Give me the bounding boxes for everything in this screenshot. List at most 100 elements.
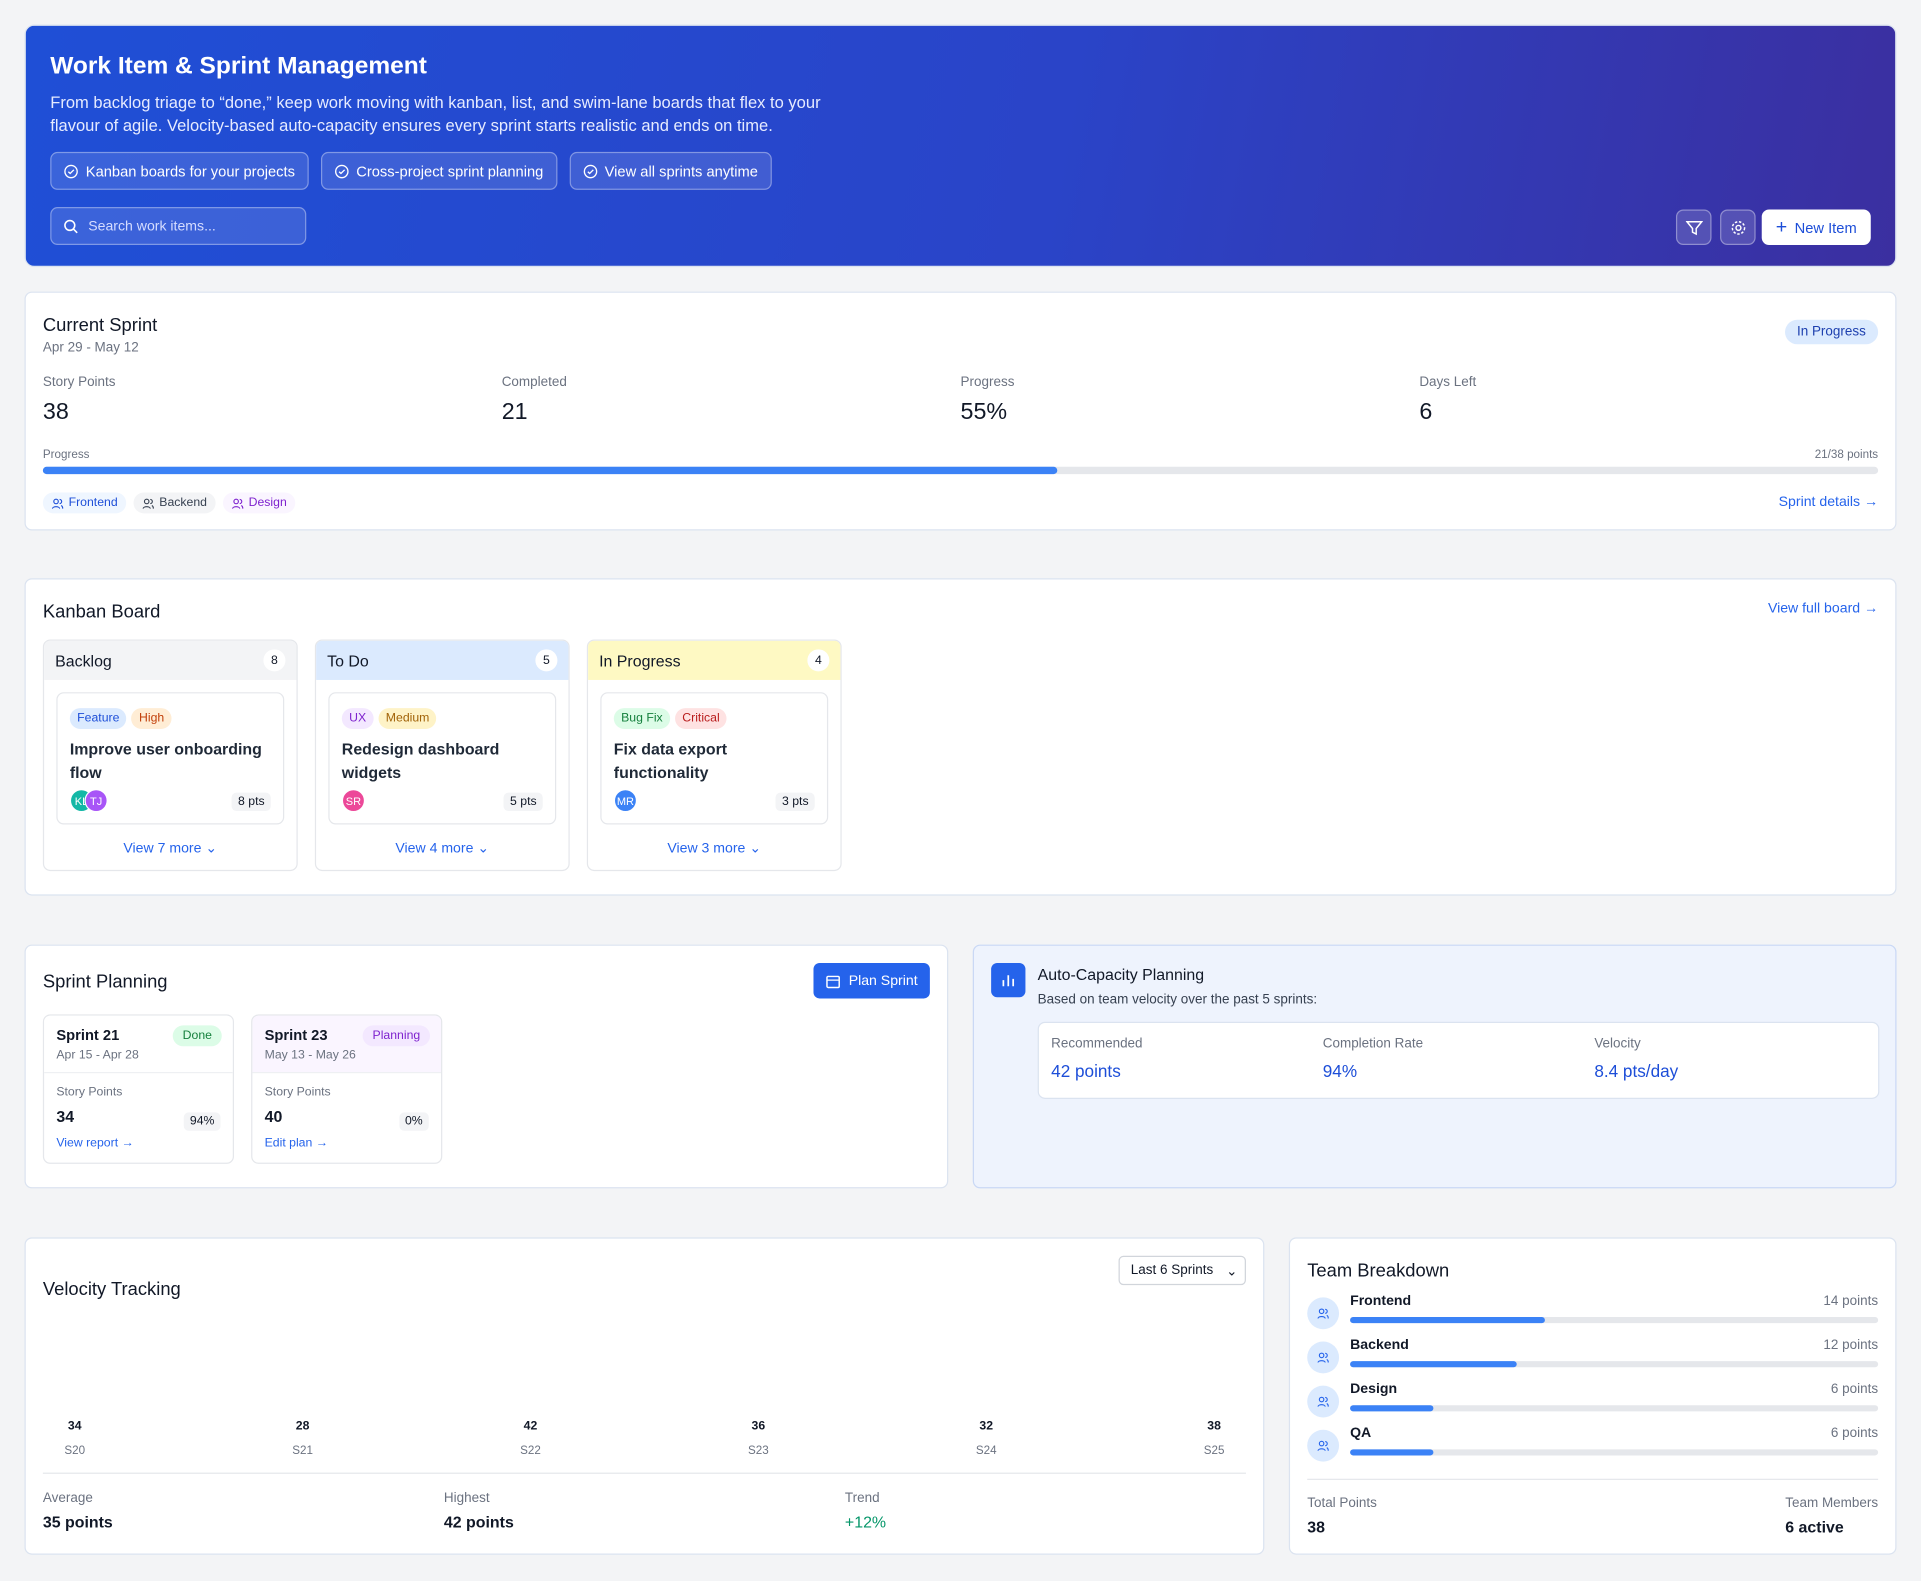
work-item[interactable]: UX Medium Redesign dashboard widgets SR 5 pt… xyxy=(328,692,557,825)
member-points: 6 points xyxy=(1830,1426,1879,1441)
sprint-details-link[interactable]: Sprint details → xyxy=(1778,494,1879,510)
sprint-dates: Apr 29 - May 12 xyxy=(42,340,139,356)
velocity-column: 38 S25 xyxy=(1182,1420,1246,1473)
velocity-column: 42 S22 xyxy=(499,1420,563,1473)
avatar: TJ xyxy=(84,788,108,813)
member-row: Design 6 points xyxy=(1307,1381,1879,1426)
member-icon xyxy=(1307,1297,1340,1330)
work-item[interactable]: Feature High Improve user onboarding flow K… xyxy=(56,692,285,825)
team-name: Backend xyxy=(159,496,207,510)
filter-icon xyxy=(1685,220,1703,235)
velocity-column: 34 S20 xyxy=(43,1420,107,1473)
filter-button[interactable] xyxy=(1675,209,1712,246)
completion: 94% xyxy=(183,1112,221,1131)
sprint-name: Sprint 21 xyxy=(56,1026,120,1044)
view-more[interactable]: View 7 more ⌄ xyxy=(44,839,296,857)
tag: Medium xyxy=(378,708,437,729)
kanban-card: Kanban Board View full board → Backlog 8 F… xyxy=(24,578,1897,896)
sprint-label: S23 xyxy=(747,1444,769,1458)
view-more[interactable]: View 4 more ⌄ xyxy=(316,839,568,857)
sprint-stats: Story Points 38 Completed 21 Progress 55% Days… xyxy=(43,375,1878,426)
plan-sprint-button[interactable]: Plan Sprint xyxy=(813,962,930,999)
new-item-button[interactable]: + New Item xyxy=(1761,209,1871,246)
calendar-icon xyxy=(825,975,840,988)
column-name: To Do xyxy=(327,651,369,670)
velocity-column: 36 S23 xyxy=(727,1420,791,1473)
stat-label: Completed xyxy=(501,374,567,390)
column-header: Backlog 8 xyxy=(44,640,297,680)
view-more[interactable]: View 3 more ⌄ xyxy=(588,839,840,857)
tag: High xyxy=(131,708,172,729)
full-board-link[interactable]: View full board → xyxy=(1767,601,1879,617)
column-count: 8 xyxy=(263,649,286,672)
metric-label: Velocity xyxy=(1594,1036,1641,1052)
section-title: Sprint Planning xyxy=(42,971,168,993)
member-bar xyxy=(1350,1449,1434,1456)
feature-label: View all sprints anytime xyxy=(604,162,758,180)
search-box[interactable]: Search work items... xyxy=(50,207,307,246)
capacity-metric: Completion Rate 94% xyxy=(1323,1036,1595,1084)
link-text: Edit plan xyxy=(264,1136,313,1151)
team-chip: Frontend xyxy=(42,492,127,514)
points-label: Story Points xyxy=(264,1085,331,1099)
summary-value: 35 points xyxy=(42,1513,113,1532)
new-item-label: New Item xyxy=(1794,218,1857,236)
velocity-summary: Average 35 points Highest 42 points Trend +12… xyxy=(43,1491,1246,1531)
kanban-column: In Progress 4 Bug Fix Critical Fix data expo… xyxy=(586,639,842,872)
chevron: ⌄ xyxy=(201,841,218,857)
feature-pills: Kanban boards for your projects Cross-pro… xyxy=(50,151,1871,190)
member-points: 6 points xyxy=(1830,1381,1879,1397)
sprint-dates: Apr 15 - Apr 28 xyxy=(56,1048,139,1063)
status-badge: In Progress xyxy=(1784,319,1879,345)
settings-button[interactable] xyxy=(1720,209,1756,246)
more-label: View 3 more xyxy=(667,841,746,857)
member-icon xyxy=(1307,1385,1340,1418)
member-bar xyxy=(1350,1361,1517,1368)
sprint-card: Sprint 23 May 13 - May 26 Planning Story Po… xyxy=(251,1014,443,1164)
search-icon xyxy=(64,219,78,233)
people-icon xyxy=(1317,1308,1329,1319)
feature-pill[interactable]: Kanban boards for your projects xyxy=(50,151,309,190)
people-icon xyxy=(231,498,244,509)
team-chip: Backend xyxy=(133,492,216,514)
section-title: Team Breakdown xyxy=(1307,1260,1450,1282)
member-row: QA 6 points xyxy=(1307,1426,1879,1470)
member-name: QA xyxy=(1350,1426,1372,1441)
more-label: View 7 more xyxy=(123,841,202,857)
item-points: 5 pts xyxy=(503,792,543,812)
auto-capacity-card: Auto-Capacity Planning Based on team vel… xyxy=(972,944,1897,1189)
sprint-status: Planning xyxy=(362,1025,431,1047)
stat: Story Points 38 xyxy=(43,375,502,426)
capacity-subtitle: Based on team velocity over the past 5 s… xyxy=(1037,992,1318,1008)
metric-value: 8.4 pts/day xyxy=(1594,1060,1679,1081)
members-label: Team Members xyxy=(1785,1495,1879,1511)
work-item[interactable]: Bug Fix Critical Fix data export functiona… xyxy=(600,692,829,825)
sprint-status: Done xyxy=(172,1025,222,1047)
velocity-value: 36 xyxy=(751,1419,766,1434)
button-label: Plan Sprint xyxy=(848,973,918,989)
completion: 0% xyxy=(398,1112,429,1131)
feature-label: Kanban boards for your projects xyxy=(85,162,295,180)
feature-pill[interactable]: View all sprints anytime xyxy=(569,151,772,190)
feature-pill[interactable]: Cross-project sprint planning xyxy=(320,151,557,190)
sprint-dates: May 13 - May 26 xyxy=(264,1048,356,1063)
stat-label: Progress xyxy=(960,374,1015,390)
points-value: 34 xyxy=(56,1107,75,1126)
total-value: 38 xyxy=(1307,1517,1325,1537)
sprint-planning-card: Sprint Planning Plan Sprint Sprint 21 Apr… xyxy=(24,944,949,1189)
member-bar xyxy=(1350,1317,1545,1324)
link-text: View full board xyxy=(1767,601,1861,617)
sprint-link[interactable]: Edit plan → xyxy=(265,1137,429,1150)
summary-label: Highest xyxy=(443,1490,490,1506)
range-select[interactable]: Last 6 Sprints ⌄ xyxy=(1118,1255,1246,1286)
sprint-label: S21 xyxy=(292,1444,313,1458)
stat: Completed 21 xyxy=(502,375,961,426)
link-text: Sprint details xyxy=(1778,494,1861,510)
sprint-link[interactable]: View report → xyxy=(56,1137,220,1150)
team-members: Frontend 14 points Backend 12 points Design 6… xyxy=(1307,1294,1879,1470)
sprint-label: S24 xyxy=(975,1444,997,1458)
tag: UX xyxy=(341,708,374,729)
avatar: SR xyxy=(341,788,366,813)
search-placeholder: Search work items... xyxy=(88,218,216,234)
